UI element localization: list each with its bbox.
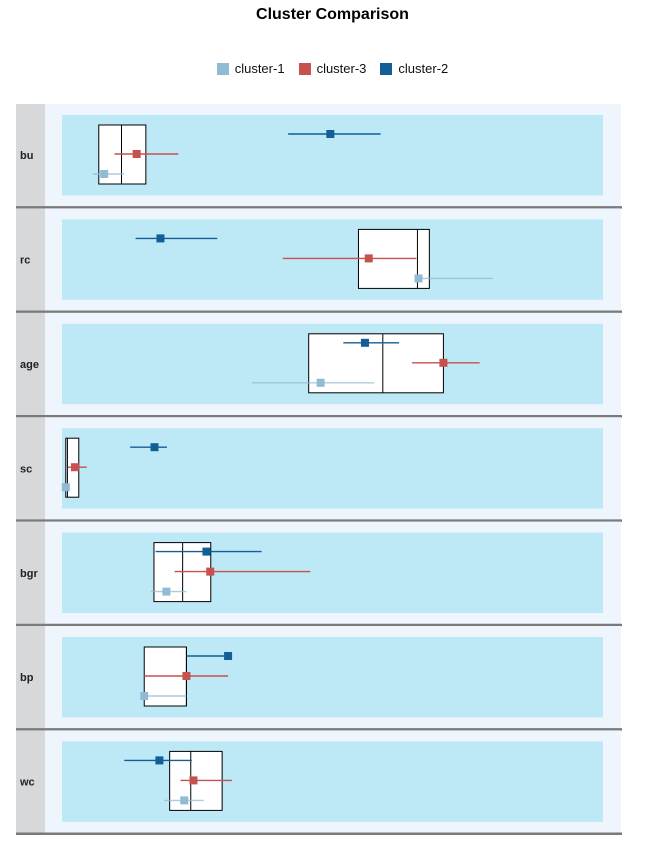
row-plot-area: [62, 428, 603, 509]
row-strip: [16, 521, 45, 624]
mean-marker-cluster-3: [206, 567, 215, 576]
chart-title: Cluster Comparison: [256, 6, 409, 23]
row-rc: rc: [16, 208, 622, 314]
row-strip: [16, 104, 45, 207]
row-bu: bu: [16, 104, 622, 209]
legend: cluster-1 cluster-3 cluster-2: [0, 61, 665, 76]
row-plot-area: [62, 115, 603, 196]
legend-label-cluster-2: cluster-2: [398, 61, 449, 76]
mean-marker-cluster-3: [189, 776, 198, 785]
mean-marker-cluster-2: [202, 547, 211, 556]
legend-item-cluster-2[interactable]: cluster-2: [380, 61, 448, 76]
row-label: age: [20, 359, 39, 371]
mean-marker-cluster-2: [224, 652, 233, 660]
mean-marker-cluster-3: [364, 254, 373, 263]
row-sc: sc: [16, 417, 622, 522]
row-strip: [16, 730, 45, 833]
mean-marker-cluster-2: [150, 443, 159, 452]
row-label: rc: [20, 255, 30, 267]
mean-marker-cluster-1: [414, 274, 423, 283]
mean-marker-cluster-2: [156, 234, 165, 243]
row-plot-area: [62, 219, 603, 300]
row-strip: [16, 208, 45, 311]
mean-marker-cluster-3: [70, 463, 79, 472]
mean-marker-cluster-2: [360, 338, 369, 347]
legend-swatch-cluster-2: [380, 62, 393, 75]
row-bp: bp: [16, 626, 622, 731]
row-plot-area: [62, 532, 603, 613]
row-plot-area: [62, 741, 603, 822]
mean-marker-cluster-1: [100, 170, 109, 178]
mean-marker-cluster-3: [182, 672, 191, 680]
row-strip: [16, 626, 45, 729]
mean-marker-cluster-1: [61, 483, 70, 492]
row-bgr: bgr: [16, 521, 622, 627]
legend-swatch-cluster-1: [216, 62, 229, 75]
mean-marker-cluster-3: [439, 358, 448, 367]
legend-item-cluster-3[interactable]: cluster-3: [298, 61, 367, 76]
row-label: sc: [20, 463, 32, 475]
mean-marker-cluster-1: [180, 796, 189, 805]
row-strip: [16, 312, 45, 416]
row-label: bgr: [20, 568, 38, 580]
row-strip: [16, 417, 45, 520]
mean-marker-cluster-2: [326, 130, 335, 138]
row-label: bu: [20, 150, 33, 162]
row-plot-area: [62, 637, 603, 718]
legend-item-cluster-1[interactable]: cluster-1: [216, 61, 285, 76]
mean-marker-cluster-1: [316, 378, 325, 387]
mean-marker-cluster-1: [140, 692, 149, 700]
row-label: bp: [20, 672, 34, 684]
mean-marker-cluster-3: [132, 150, 141, 158]
mean-marker-cluster-1: [162, 587, 171, 596]
row-age: age: [16, 312, 622, 418]
legend-label-cluster-1: cluster-1: [234, 61, 285, 76]
row-wc: wc: [16, 730, 622, 836]
legend-label-cluster-3: cluster-3: [316, 61, 367, 76]
legend-swatch-cluster-3: [298, 62, 311, 75]
row-label: wc: [19, 777, 35, 789]
mean-marker-cluster-2: [155, 756, 164, 765]
